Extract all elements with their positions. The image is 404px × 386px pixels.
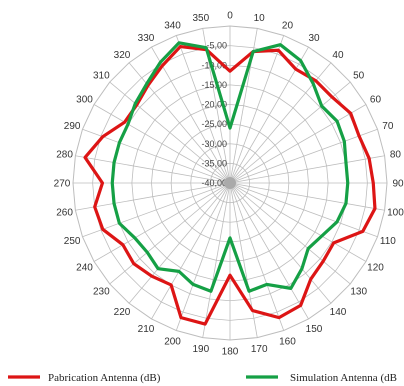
- angle-tick-label: 180: [222, 347, 239, 358]
- angle-tick-label: 150: [306, 324, 323, 335]
- radial-tick-labels: -40,00 -35,00 -30,00 -25,00 -20,00 -15,00 -10,…: [201, 41, 227, 188]
- spoke-line: [229, 104, 367, 184]
- angle-tick-label: 50: [353, 71, 365, 82]
- angle-tick-label: 230: [93, 286, 110, 297]
- spoke-line: [229, 182, 385, 211]
- simulation-series-line: [110, 41, 350, 293]
- angle-tick-label: 90: [392, 179, 404, 190]
- spoke-line: [229, 182, 378, 238]
- angle-tick-label: 160: [279, 336, 296, 347]
- angle-tick-label: 20: [282, 21, 294, 32]
- radial-tick-label: -25,00: [201, 119, 227, 129]
- angle-tick-label: 340: [164, 21, 181, 32]
- spoke-line: [151, 182, 231, 320]
- radial-tick-label: -40,00: [201, 178, 227, 188]
- spoke-line: [229, 81, 351, 184]
- spoke-line: [75, 182, 231, 211]
- spoke-line: [202, 182, 231, 338]
- angle-tick-label: 140: [330, 307, 347, 318]
- radial-tick-label: -5,00: [206, 41, 227, 51]
- angle-tick-label: 170: [251, 344, 268, 355]
- angle-tick-label: 0: [227, 11, 233, 22]
- legend-label: Simulation Antenna (dB: [290, 372, 397, 384]
- spoke-line: [93, 104, 231, 184]
- angle-tick-label: 350: [192, 13, 209, 24]
- spoke-line: [229, 182, 332, 304]
- spoke-line: [229, 35, 285, 184]
- angle-tick-label: 190: [192, 344, 209, 355]
- angle-tick-label: 210: [138, 324, 155, 335]
- angle-tick-label: 220: [114, 307, 131, 318]
- spoke-line: [229, 155, 385, 184]
- spoke-line: [151, 46, 231, 184]
- angle-tick-label: 120: [367, 263, 384, 274]
- angle-tick-label: 200: [164, 336, 181, 347]
- spoke-line: [229, 128, 378, 184]
- angle-tick-label: 320: [114, 50, 131, 61]
- legend-label: Pabrication Antenna (dB): [48, 372, 161, 384]
- spoke-line: [229, 182, 351, 285]
- angle-tick-label: 10: [254, 13, 266, 24]
- center-hub: [224, 177, 236, 189]
- spoke-line: [229, 182, 367, 262]
- radial-tick-label: -10,00: [201, 60, 227, 70]
- spoke-line: [82, 182, 231, 238]
- spoke-line: [75, 155, 231, 184]
- spoke-line: [229, 182, 285, 331]
- angle-tick-label: 130: [350, 286, 367, 297]
- angle-tick-label: 300: [76, 95, 93, 106]
- fabrication-series-line: [83, 44, 377, 326]
- angle-tick-label: 290: [64, 121, 81, 132]
- radial-tick-label: -20,00: [201, 100, 227, 110]
- angle-tick-label: 60: [370, 95, 382, 106]
- angle-tick-label: 260: [56, 208, 73, 219]
- spoke-line: [82, 128, 231, 184]
- legend: Pabrication Antenna (dB) Simulation Anten…: [8, 372, 397, 384]
- spoke-line: [175, 182, 231, 331]
- angle-tick-label: 270: [54, 179, 71, 190]
- angle-tick-label: 40: [332, 50, 344, 61]
- angle-tick-label: 310: [93, 71, 110, 82]
- spoke-line: [175, 35, 231, 184]
- angle-spokes: [73, 26, 387, 340]
- spoke-line: [93, 182, 231, 262]
- series-lines: [83, 41, 377, 326]
- radial-tick-label: -30,00: [201, 139, 227, 149]
- spoke-line: [229, 182, 309, 320]
- radial-tick-label: -15,00: [201, 80, 227, 90]
- angle-tick-label: 280: [56, 149, 73, 160]
- radial-tick-label: -35,00: [201, 158, 227, 168]
- spoke-line: [109, 182, 231, 285]
- angle-tick-label: 110: [380, 236, 396, 247]
- angle-tick-label: 100: [387, 208, 404, 219]
- angle-tick-label: 80: [390, 149, 402, 160]
- angle-tick-label: 70: [382, 121, 394, 132]
- spoke-line: [128, 182, 231, 304]
- angle-tick-label: 330: [138, 33, 155, 44]
- angle-tick-label: 30: [308, 33, 320, 44]
- angle-tick-label: 250: [64, 236, 81, 247]
- spoke-line: [109, 81, 231, 184]
- angle-tick-label: 240: [76, 263, 93, 274]
